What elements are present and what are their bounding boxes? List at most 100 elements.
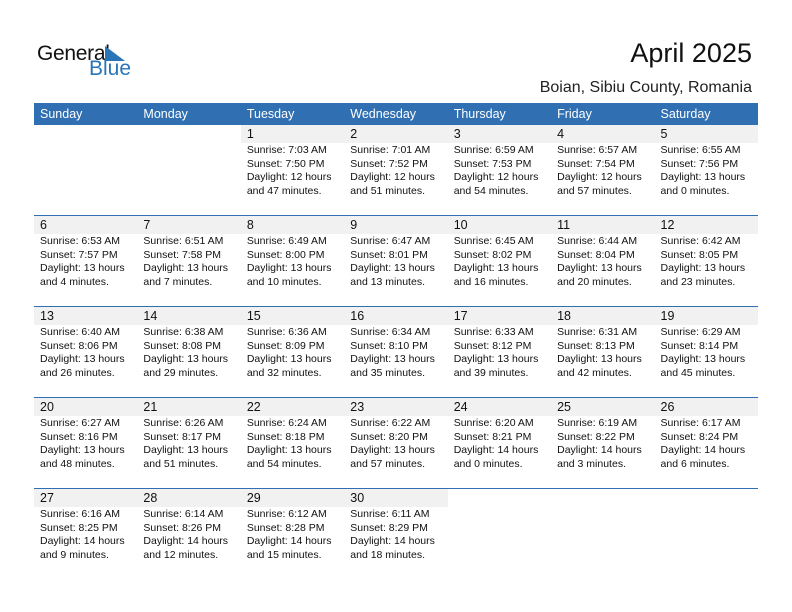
day-info: Sunrise: 6:20 AM Sunset: 8:21 PM Daylight:… xyxy=(448,417,551,471)
daylight1-text: Daylight: 13 hours xyxy=(40,262,125,274)
day-number: 11 xyxy=(551,216,655,234)
sunrise-text: Sunrise: 6:20 AM xyxy=(453,417,534,429)
sunrise-text: Sunrise: 6:34 AM xyxy=(350,326,431,338)
daylight1-text: Daylight: 13 hours xyxy=(660,262,746,274)
day-cell: 14 Sunrise: 6:38 AM Sunset: 8:08 PM Dayligh… xyxy=(137,307,241,397)
day-info: Sunrise: 6:26 AM Sunset: 8:17 PM Daylight:… xyxy=(137,417,240,471)
day-number: 6 xyxy=(34,216,138,234)
sunset-text: Sunset: 8:09 PM xyxy=(246,339,325,352)
day-cell: 15 Sunrise: 6:36 AM Sunset: 8:09 PM Dayligh… xyxy=(240,307,345,397)
day-number: 18 xyxy=(551,307,655,325)
daylight2-text: and 12 minutes. xyxy=(143,548,219,561)
sunrise-text: Sunrise: 6:14 AM xyxy=(143,508,224,520)
day-number: 3 xyxy=(447,125,552,143)
sunrise-text: Sunrise: 6:57 AM xyxy=(557,144,638,156)
day-cell: 3 Sunrise: 6:59 AM Sunset: 7:53 PM Daylight… xyxy=(447,125,552,215)
day-number: 14 xyxy=(137,307,241,325)
daylight1-text: Daylight: 13 hours xyxy=(246,444,332,456)
daylight2-text: and 48 minutes. xyxy=(40,457,115,470)
day-info: Sunrise: 6:36 AM Sunset: 8:09 PM Daylight:… xyxy=(241,326,344,380)
sunset-text: Sunset: 8:01 PM xyxy=(350,248,428,261)
day-cell: 7 Sunrise: 6:51 AM Sunset: 7:58 PM Daylight… xyxy=(137,216,241,306)
daylight1-text: Daylight: 13 hours xyxy=(350,353,435,365)
weekday-thursday: Thursday xyxy=(453,107,506,121)
daylight2-text: and 57 minutes. xyxy=(557,184,632,197)
sunrise-text: Sunrise: 6:17 AM xyxy=(660,417,741,429)
sunset-text: Sunset: 7:53 PM xyxy=(453,157,532,170)
day-cell: 30 Sunrise: 6:11 AM Sunset: 8:29 PM Dayligh… xyxy=(344,489,448,579)
day-cell: 10 Sunrise: 6:45 AM Sunset: 8:02 PM Dayligh… xyxy=(447,216,552,306)
day-number: 10 xyxy=(447,216,552,234)
daylight1-text: Daylight: 13 hours xyxy=(143,444,229,456)
day-cell: 4 Sunrise: 6:57 AM Sunset: 7:54 PM Daylight… xyxy=(551,125,655,215)
sunset-text: Sunset: 8:18 PM xyxy=(246,430,325,443)
weekday-monday: Monday xyxy=(143,107,188,121)
day-info: Sunrise: 6:42 AM Sunset: 8:05 PM Daylight:… xyxy=(655,235,758,289)
day-number: 19 xyxy=(654,307,758,325)
sunrise-text: Sunrise: 6:36 AM xyxy=(246,326,327,338)
day-cell: 19 Sunrise: 6:29 AM Sunset: 8:14 PM Dayligh… xyxy=(654,307,758,397)
weekday-wednesday: Wednesday xyxy=(350,107,417,121)
daylight1-text: Daylight: 14 hours xyxy=(40,535,125,547)
week-row: 27 Sunrise: 6:16 AM Sunset: 8:25 PM Dayligh… xyxy=(34,488,758,579)
weekday-tuesday: Tuesday xyxy=(246,107,295,121)
daylight2-text: and 51 minutes. xyxy=(350,184,425,197)
daylight1-text: Daylight: 13 hours xyxy=(246,262,332,274)
daylight2-text: and 9 minutes. xyxy=(40,548,109,561)
daylight2-text: and 0 minutes. xyxy=(660,184,730,197)
day-info: Sunrise: 6:31 AM Sunset: 8:13 PM Daylight:… xyxy=(551,326,654,380)
daylight1-text: Daylight: 13 hours xyxy=(557,353,642,365)
daylight1-text: Daylight: 13 hours xyxy=(660,171,746,183)
day-cell: 20 Sunrise: 6:27 AM Sunset: 8:16 PM Dayligh… xyxy=(34,398,138,488)
daylight1-text: Daylight: 13 hours xyxy=(453,262,539,274)
daylight2-text: and 15 minutes. xyxy=(246,548,322,561)
day-cell: 26 Sunrise: 6:17 AM Sunset: 8:24 PM Dayligh… xyxy=(654,398,758,488)
sunrise-text: Sunrise: 6:11 AM xyxy=(350,508,430,520)
sunset-text: Sunset: 8:26 PM xyxy=(143,521,222,534)
daylight2-text: and 0 minutes. xyxy=(453,457,523,470)
day-info: Sunrise: 6:34 AM Sunset: 8:10 PM Daylight:… xyxy=(344,326,447,380)
day-number: 23 xyxy=(344,398,448,416)
sunrise-text: Sunrise: 6:12 AM xyxy=(246,508,327,520)
day-info: Sunrise: 6:55 AM Sunset: 7:56 PM Daylight:… xyxy=(655,144,758,198)
logo-triangle-icon xyxy=(105,46,125,61)
day-cell: 11 Sunrise: 6:44 AM Sunset: 8:04 PM Dayligh… xyxy=(551,216,655,306)
location: Boian, Sibiu County, Romania xyxy=(539,79,752,96)
sunset-text: Sunset: 8:24 PM xyxy=(660,430,739,443)
sunrise-text: Sunrise: 6:22 AM xyxy=(350,417,431,429)
sunset-text: Sunset: 8:17 PM xyxy=(143,430,222,443)
daylight2-text: and 18 minutes. xyxy=(350,548,425,561)
day-cell: 23 Sunrise: 6:22 AM Sunset: 8:20 PM Dayligh… xyxy=(344,398,448,488)
sunrise-text: Sunrise: 6:55 AM xyxy=(660,144,741,156)
sunset-text: Sunset: 8:14 PM xyxy=(660,339,739,352)
day-number: 24 xyxy=(447,398,552,416)
day-info: Sunrise: 6:59 AM Sunset: 7:53 PM Daylight:… xyxy=(448,144,551,198)
day-info: Sunrise: 6:53 AM Sunset: 7:57 PM Daylight:… xyxy=(34,235,137,289)
day-cell: 24 Sunrise: 6:20 AM Sunset: 8:21 PM Dayligh… xyxy=(447,398,552,488)
empty-cell xyxy=(655,489,758,579)
day-info: Sunrise: 6:27 AM Sunset: 8:16 PM Daylight:… xyxy=(34,417,137,471)
day-number: 30 xyxy=(344,489,448,507)
day-number: 22 xyxy=(240,398,345,416)
sunset-text: Sunset: 8:29 PM xyxy=(350,521,428,534)
day-info: Sunrise: 6:16 AM Sunset: 8:25 PM Daylight:… xyxy=(34,508,137,562)
day-info: Sunrise: 6:29 AM Sunset: 8:14 PM Daylight:… xyxy=(655,326,758,380)
day-info: Sunrise: 6:44 AM Sunset: 8:04 PM Daylight:… xyxy=(551,235,654,289)
day-number: 27 xyxy=(34,489,138,507)
daylight1-text: Daylight: 13 hours xyxy=(660,353,746,365)
daylight2-text: and 45 minutes. xyxy=(660,366,736,379)
day-number: 12 xyxy=(654,216,758,234)
day-info: Sunrise: 6:40 AM Sunset: 8:06 PM Daylight:… xyxy=(34,326,137,380)
week-row: 6 Sunrise: 6:53 AM Sunset: 7:57 PM Daylight… xyxy=(34,215,758,306)
sunrise-text: Sunrise: 6:44 AM xyxy=(557,235,638,247)
page-title: April 2025 xyxy=(630,38,752,68)
day-info: Sunrise: 6:22 AM Sunset: 8:20 PM Daylight:… xyxy=(344,417,447,471)
sunrise-text: Sunrise: 7:03 AM xyxy=(246,144,327,156)
day-number: 28 xyxy=(137,489,241,507)
sunset-text: Sunset: 8:25 PM xyxy=(40,521,118,534)
sunset-text: Sunset: 7:57 PM xyxy=(40,248,118,261)
day-cell: 27 Sunrise: 6:16 AM Sunset: 8:25 PM Dayligh… xyxy=(34,489,138,579)
sunset-text: Sunset: 7:58 PM xyxy=(143,248,222,261)
sunrise-text: Sunrise: 7:01 AM xyxy=(350,144,431,156)
daylight2-text: and 47 minutes. xyxy=(246,184,322,197)
